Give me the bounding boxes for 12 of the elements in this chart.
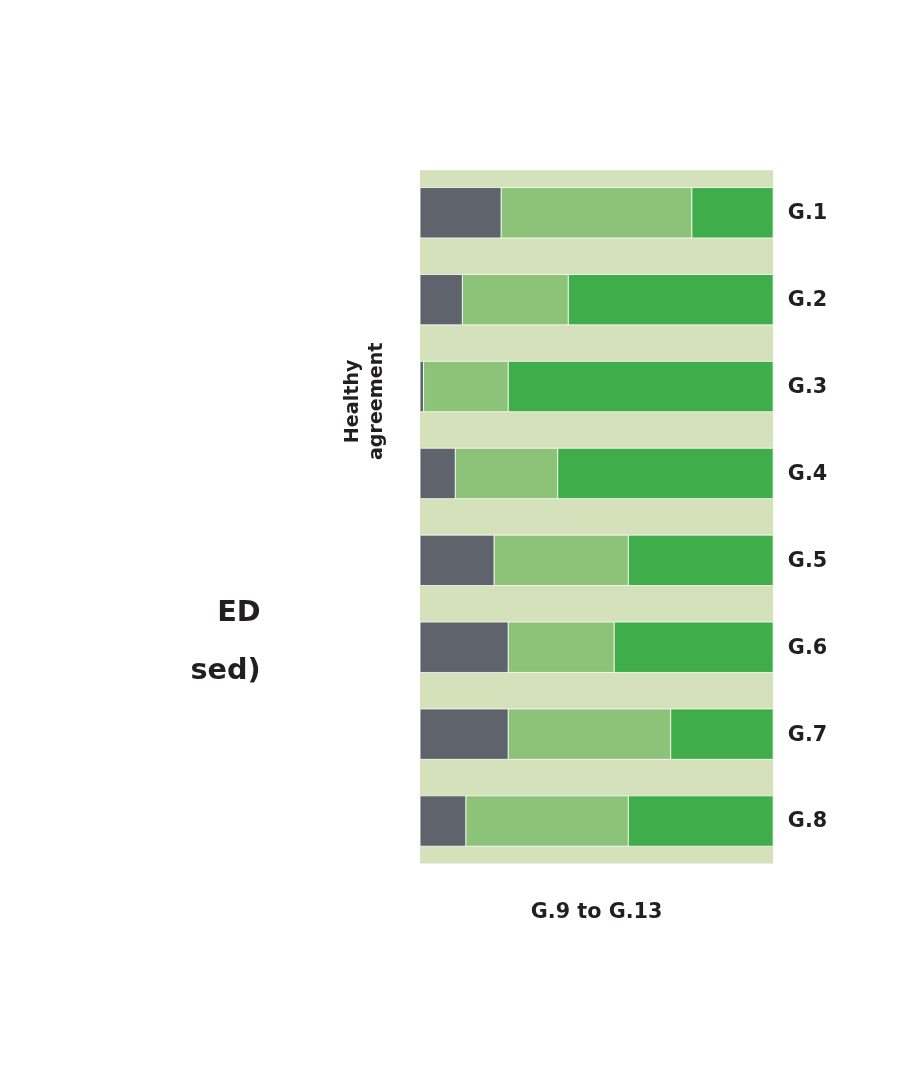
y-tick-label: G.3 [787, 373, 828, 398]
y-tick-label: G.8 [787, 808, 828, 833]
y-tick-label: G.4 [787, 460, 828, 485]
y-tick-label: G.2 [787, 287, 828, 312]
y-tick-label: G.5 [787, 547, 828, 572]
text: Healthy agreement [339, 342, 387, 461]
y-tick-label: G.1 [787, 200, 828, 225]
text: G.9 to G.13 [530, 898, 663, 923]
text: sed) [190, 652, 261, 687]
text: ED [217, 594, 261, 629]
y-tick-label: G.6 [787, 634, 828, 659]
y-tick-label: G.7 [787, 721, 828, 746]
